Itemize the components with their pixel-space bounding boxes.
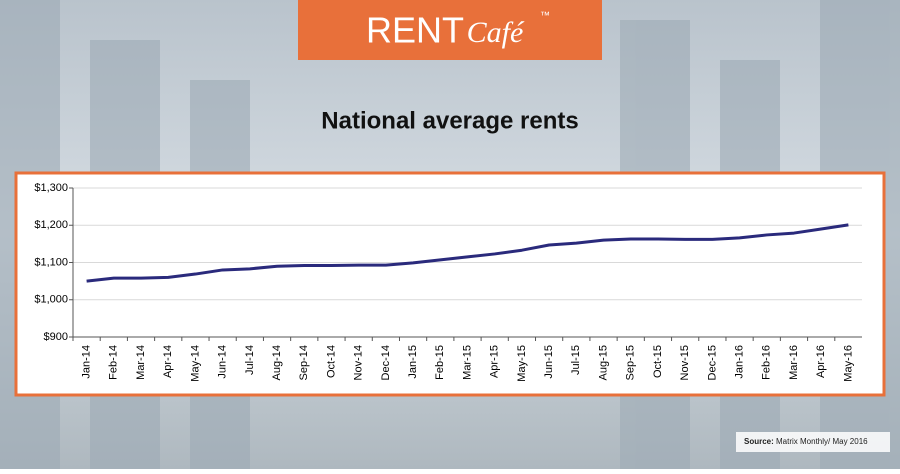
- x-tick-label: Jul-15: [570, 345, 582, 375]
- x-tick-label: May-16: [842, 345, 854, 382]
- x-tick-label: Feb-16: [761, 345, 773, 380]
- y-tick-label: $900: [44, 331, 68, 343]
- x-tick-label: Apr-14: [162, 345, 174, 378]
- x-tick-label: Apr-16: [815, 345, 827, 378]
- x-tick-label: Mar-15: [461, 345, 473, 380]
- logo-brand: RENT: [366, 10, 464, 51]
- source-label: Source:: [744, 437, 774, 446]
- x-tick-label: Nov-14: [353, 345, 365, 380]
- source-text: Matrix Monthly/ May 2016: [776, 437, 868, 446]
- x-tick-label: Nov-15: [679, 345, 691, 380]
- x-tick-label: Feb-15: [434, 345, 446, 380]
- x-tick-label: Jan-14: [81, 345, 93, 379]
- x-tick-label: Aug-14: [271, 345, 283, 380]
- x-tick-label: Feb-14: [108, 345, 120, 380]
- chart-title: National average rents: [321, 107, 578, 134]
- x-tick-label: Dec-14: [380, 345, 392, 380]
- x-tick-label: Oct-15: [652, 345, 664, 378]
- x-tick-label: Jan-16: [733, 345, 745, 379]
- y-tick-label: $1,000: [34, 294, 68, 306]
- y-tick-label: $1,300: [34, 182, 68, 194]
- logo-script: Café: [467, 16, 525, 49]
- x-tick-label: Apr-15: [489, 345, 501, 378]
- logo-mark: ™: [540, 11, 550, 22]
- x-tick-label: Dec-15: [706, 345, 718, 380]
- x-tick-label: Jun-15: [543, 345, 555, 379]
- data-line: [86, 223, 849, 283]
- x-tick-label: Mar-14: [135, 345, 147, 380]
- y-tick-label: $1,100: [34, 256, 68, 268]
- y-tick-label: $1,200: [34, 219, 68, 231]
- x-tick-label: Jun-14: [217, 345, 229, 379]
- x-tick-label: Mar-16: [788, 345, 800, 380]
- x-tick-label: Sep-15: [625, 345, 637, 380]
- x-tick-label: Aug-15: [597, 345, 609, 380]
- x-tick-label: May-14: [189, 345, 201, 382]
- x-tick-label: Jul-14: [244, 345, 256, 375]
- x-tick-label: May-15: [516, 345, 528, 382]
- source-box: [736, 432, 890, 452]
- chart-frame: [14, 171, 886, 397]
- logo-box: [298, 0, 602, 60]
- x-tick-label: Sep-14: [298, 345, 310, 380]
- x-tick-label: Jan-15: [407, 345, 419, 379]
- x-tick-label: Oct-14: [325, 345, 337, 378]
